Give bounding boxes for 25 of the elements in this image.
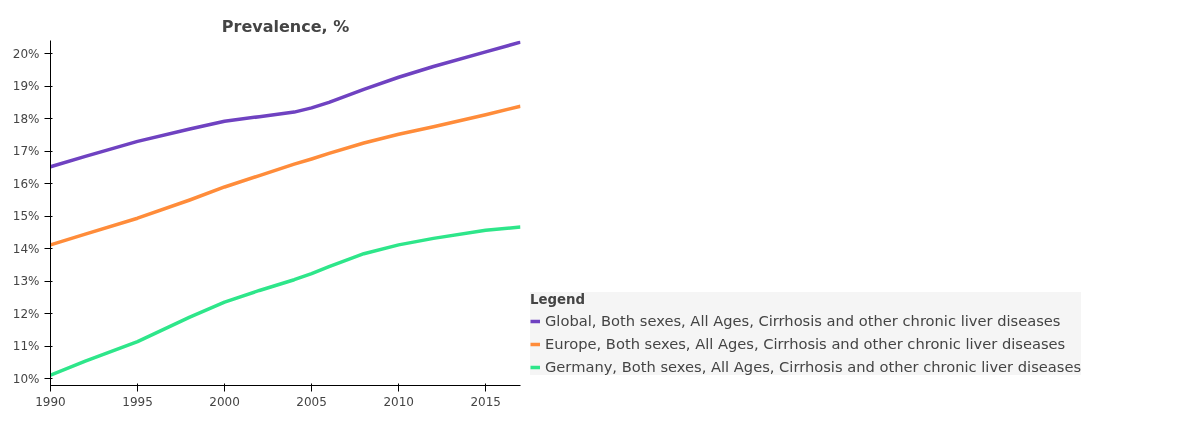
x-tick-label: 1990 — [35, 394, 66, 409]
y-tick-label: 18% — [12, 111, 40, 126]
y-tick-label: 19% — [12, 79, 40, 94]
line-series — [50, 225, 521, 377]
y-tick-label: 16% — [12, 176, 40, 191]
x-tick-label: 1995 — [122, 394, 153, 409]
x-tick-label: 2010 — [383, 394, 414, 409]
x-tick-label: 2000 — [209, 394, 240, 409]
y-tick-label: 10% — [12, 371, 40, 386]
y-tick-label: 20% — [12, 46, 40, 61]
x-tick-label: 2005 — [296, 394, 327, 409]
y-tick-label: 14% — [12, 241, 40, 256]
chart-title: Prevalence, % — [221, 16, 350, 36]
x-tick-label: 2015 — [470, 394, 501, 409]
legend-label: Global, Both sexes, All Ages, Cirrhosis and other chronic liver diseases — [545, 312, 1061, 329]
y-tick-label: 12% — [12, 306, 40, 321]
line-series — [50, 40, 521, 169]
line-series — [50, 104, 521, 247]
y-tick-label: 17% — [12, 144, 40, 159]
y-tick-label: 13% — [12, 274, 40, 289]
legend-label: Germany, Both sexes, All Ages, Cirrhosis and other chronic liver diseases — [545, 358, 1082, 375]
legend-label: Europe, Both sexes, All Ages, Cirrhosis and other chronic liver diseases — [545, 335, 1066, 352]
legend-title: Legend — [530, 292, 587, 307]
y-tick-label: 15% — [12, 209, 40, 224]
y-tick-label: 11% — [12, 339, 40, 354]
